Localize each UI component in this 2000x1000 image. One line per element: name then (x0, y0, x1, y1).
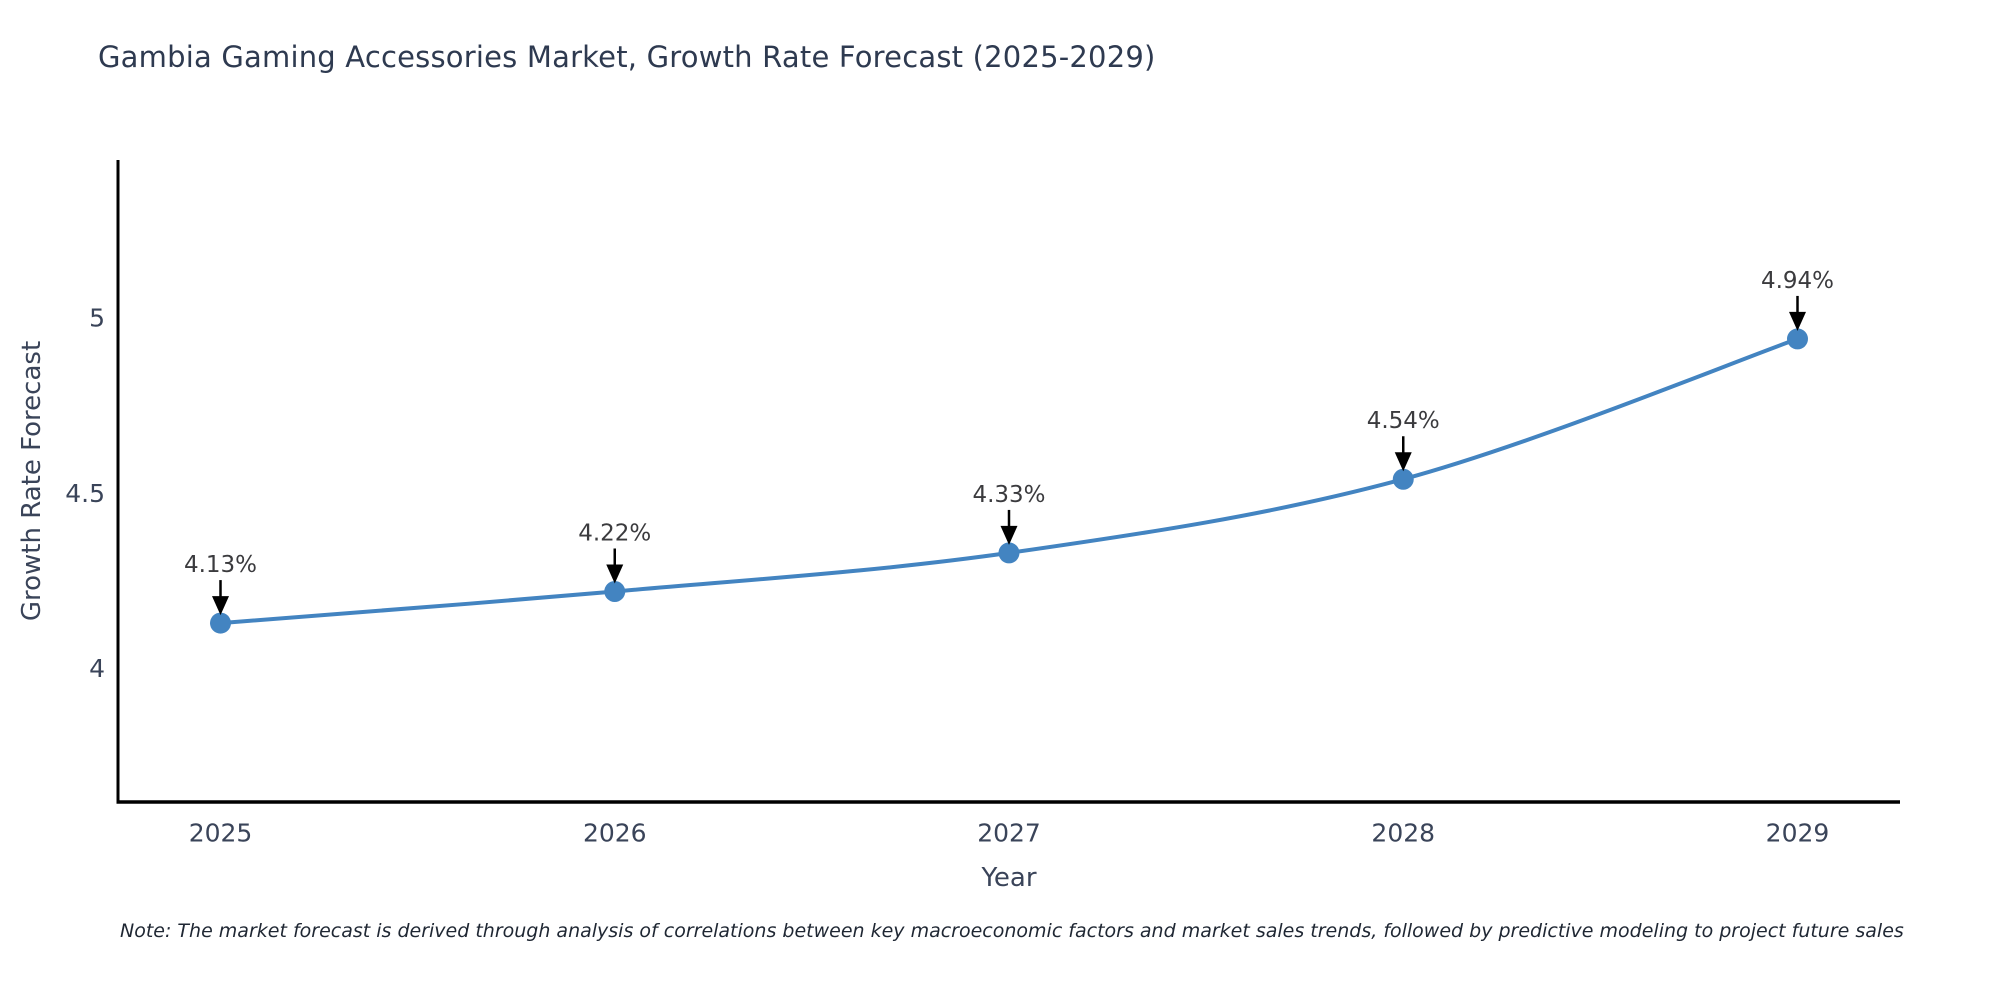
y-axis-tick-label: 4.5 (65, 479, 105, 508)
chart-footnote: Note: The market forecast is derived thr… (120, 920, 1904, 942)
annotation-label: 4.22% (578, 521, 651, 547)
data-point-marker (210, 612, 232, 634)
annotation-label: 4.33% (972, 482, 1045, 508)
data-point-marker (1786, 328, 1808, 350)
x-axis-tick-label: 2028 (1371, 819, 1435, 848)
annotation-arrowhead-icon (1394, 452, 1412, 472)
annotation-label: 4.54% (1367, 408, 1440, 434)
annotation-arrowhead-icon (1788, 311, 1806, 331)
x-axis-tick-label: 2029 (1766, 819, 1830, 848)
annotation-arrowhead-icon (606, 564, 624, 584)
data-point-marker (604, 581, 626, 603)
x-axis-tick-label: 2027 (977, 819, 1041, 848)
annotation-arrowhead-icon (1000, 525, 1018, 545)
annotation-label: 4.94% (1761, 268, 1834, 294)
x-axis-tick-label: 2025 (189, 819, 253, 848)
chart-title: Gambia Gaming Accessories Market, Growth… (98, 40, 1156, 74)
x-axis-title: Year (980, 863, 1036, 893)
x-axis-tick-label: 2026 (583, 819, 647, 848)
data-point-marker (1392, 468, 1414, 490)
annotation-label: 4.13% (184, 552, 257, 578)
data-point-marker (998, 542, 1020, 564)
y-axis-title: Growth Rate Forecast (17, 341, 47, 621)
annotation-arrowhead-icon (212, 596, 230, 616)
y-axis-tick-label: 5 (89, 303, 105, 332)
y-axis-tick-label: 4 (89, 654, 105, 683)
